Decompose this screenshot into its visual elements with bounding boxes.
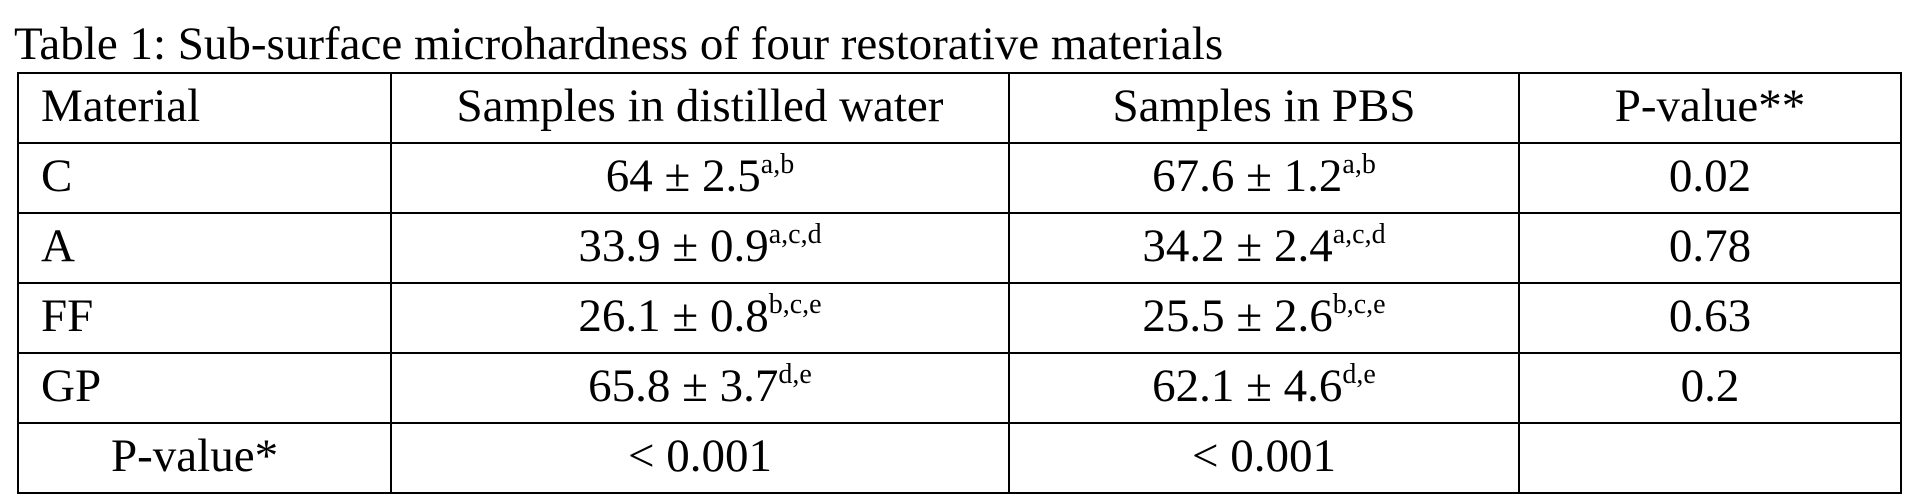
significance-superscript: a,c,d [768,219,822,250]
significance-superscript: d,e [1342,359,1376,390]
table-row: C 64 ± 2.5a,b 67.6 ± 1.2a,b 0.02 [17,142,1902,214]
table-row: GP 65.8 ± 3.7d,e 62.1 ± 4.6d,e 0.2 [17,352,1902,424]
cell-value: 33.9 ± 0.9 [578,220,769,272]
microhardness-table: Material Samples in distilled water Samp… [17,72,1902,494]
significance-superscript: a,b [1342,149,1376,180]
header-distilled-water: Samples in distilled water [390,72,1010,144]
significance-superscript: b,c,e [768,289,822,320]
header-material: Material [17,72,392,144]
cell-value: 25.5 ± 2.6 [1142,290,1333,342]
header-pbs: Samples in PBS [1008,72,1520,144]
distilled-water-cell: 65.8 ± 3.7d,e [390,352,1010,424]
cell-value: 34.2 ± 2.4 [1142,220,1333,272]
significance-superscript: b,c,e [1332,289,1386,320]
footer-pbs-p: < 0.001 [1008,422,1520,494]
cell-value: 67.6 ± 1.2 [1152,150,1343,202]
p-value-cell: 0.63 [1518,282,1902,354]
pbs-cell: 67.6 ± 1.2a,b [1008,142,1520,214]
pbs-cell: 25.5 ± 2.6b,c,e [1008,282,1520,354]
footer-empty-cell [1518,422,1902,494]
footer-row: P-value* < 0.001 < 0.001 [17,422,1902,494]
p-value-cell: 0.02 [1518,142,1902,214]
pbs-cell: 34.2 ± 2.4a,c,d [1008,212,1520,284]
significance-superscript: a,c,d [1332,219,1386,250]
material-cell: C [17,142,392,214]
table-row: A 33.9 ± 0.9a,c,d 34.2 ± 2.4a,c,d 0.78 [17,212,1902,284]
table-row: FF 26.1 ± 0.8b,c,e 25.5 ± 2.6b,c,e 0.63 [17,282,1902,354]
p-value-cell: 0.2 [1518,352,1902,424]
significance-superscript: a,b [760,149,795,180]
p-value-cell: 0.78 [1518,212,1902,284]
material-cell: FF [17,282,392,354]
significance-superscript: d,e [778,359,812,390]
cell-value: 26.1 ± 0.8 [578,290,769,342]
distilled-water-cell: 26.1 ± 0.8b,c,e [390,282,1010,354]
header-row: Material Samples in distilled water Samp… [17,72,1902,144]
cell-value: 65.8 ± 3.7 [588,360,779,412]
table-caption: Table 1: Sub-surface microhardness of fo… [14,18,1224,70]
footer-distilled-water-p: < 0.001 [390,422,1010,494]
distilled-water-cell: 64 ± 2.5a,b [390,142,1010,214]
header-p-value: P-value** [1518,72,1902,144]
footer-p-value-label: P-value* [17,422,392,494]
cell-value: 64 ± 2.5 [605,150,761,202]
pbs-cell: 62.1 ± 4.6d,e [1008,352,1520,424]
material-cell: GP [17,352,392,424]
material-cell: A [17,212,392,284]
distilled-water-cell: 33.9 ± 0.9a,c,d [390,212,1010,284]
cell-value: 62.1 ± 4.6 [1152,360,1343,412]
